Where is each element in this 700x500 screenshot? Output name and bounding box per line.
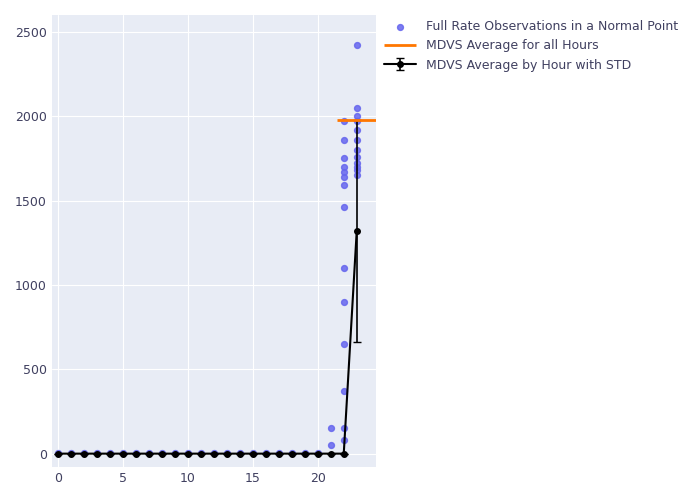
Full Rate Observations in a Normal Point: [66, 449, 77, 457]
Full Rate Observations in a Normal Point: [326, 424, 337, 432]
Full Rate Observations in a Normal Point: [209, 449, 220, 457]
Full Rate Observations in a Normal Point: [299, 449, 310, 457]
Legend: Full Rate Observations in a Normal Point, MDVS Average for all Hours, MDVS Avera: Full Rate Observations in a Normal Point…: [379, 15, 682, 76]
Full Rate Observations in a Normal Point: [351, 163, 363, 171]
Full Rate Observations in a Normal Point: [338, 168, 349, 176]
Full Rate Observations in a Normal Point: [351, 166, 363, 174]
Full Rate Observations in a Normal Point: [351, 118, 363, 126]
Full Rate Observations in a Normal Point: [157, 449, 168, 457]
Full Rate Observations in a Normal Point: [286, 449, 297, 457]
Full Rate Observations in a Normal Point: [312, 449, 323, 457]
Full Rate Observations in a Normal Point: [338, 154, 349, 162]
Full Rate Observations in a Normal Point: [78, 449, 90, 457]
Full Rate Observations in a Normal Point: [92, 449, 103, 457]
Full Rate Observations in a Normal Point: [221, 449, 232, 457]
Full Rate Observations in a Normal Point: [144, 449, 155, 457]
Full Rate Observations in a Normal Point: [338, 118, 349, 126]
Full Rate Observations in a Normal Point: [351, 42, 363, 50]
Full Rate Observations in a Normal Point: [351, 112, 363, 120]
Full Rate Observations in a Normal Point: [351, 160, 363, 168]
Full Rate Observations in a Normal Point: [338, 264, 349, 272]
Full Rate Observations in a Normal Point: [338, 204, 349, 212]
Full Rate Observations in a Normal Point: [351, 172, 363, 179]
Full Rate Observations in a Normal Point: [338, 436, 349, 444]
Full Rate Observations in a Normal Point: [104, 449, 116, 457]
Full Rate Observations in a Normal Point: [338, 136, 349, 144]
Full Rate Observations in a Normal Point: [247, 449, 258, 457]
Full Rate Observations in a Normal Point: [260, 449, 272, 457]
Full Rate Observations in a Normal Point: [351, 104, 363, 112]
Full Rate Observations in a Normal Point: [338, 424, 349, 432]
Full Rate Observations in a Normal Point: [338, 298, 349, 306]
Full Rate Observations in a Normal Point: [273, 449, 284, 457]
Full Rate Observations in a Normal Point: [338, 163, 349, 171]
Full Rate Observations in a Normal Point: [338, 387, 349, 395]
Full Rate Observations in a Normal Point: [351, 146, 363, 154]
Full Rate Observations in a Normal Point: [169, 449, 181, 457]
Full Rate Observations in a Normal Point: [338, 182, 349, 190]
Full Rate Observations in a Normal Point: [338, 173, 349, 181]
Full Rate Observations in a Normal Point: [130, 449, 141, 457]
Full Rate Observations in a Normal Point: [326, 441, 337, 449]
Full Rate Observations in a Normal Point: [351, 136, 363, 144]
Full Rate Observations in a Normal Point: [183, 449, 194, 457]
Full Rate Observations in a Normal Point: [351, 152, 363, 160]
Full Rate Observations in a Normal Point: [338, 340, 349, 348]
Full Rate Observations in a Normal Point: [351, 126, 363, 134]
Full Rate Observations in a Normal Point: [52, 449, 64, 457]
Full Rate Observations in a Normal Point: [118, 449, 129, 457]
Full Rate Observations in a Normal Point: [195, 449, 206, 457]
Full Rate Observations in a Normal Point: [234, 449, 246, 457]
